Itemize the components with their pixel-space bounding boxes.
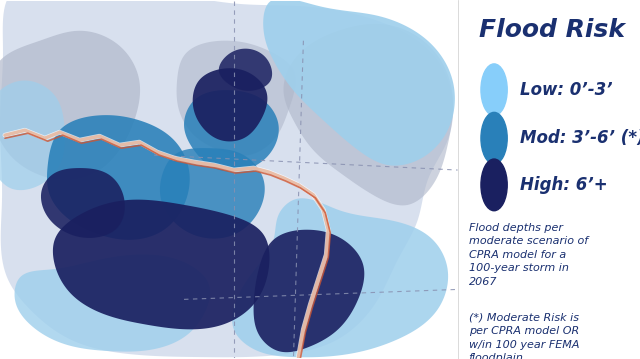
- Polygon shape: [47, 115, 189, 240]
- Polygon shape: [253, 230, 364, 352]
- Text: Flood depths per
moderate scenario of
CPRA model for a
100-year storm in
2067: Flood depths per moderate scenario of CP…: [468, 223, 588, 287]
- Polygon shape: [53, 200, 269, 329]
- Polygon shape: [160, 148, 265, 239]
- Circle shape: [481, 112, 508, 164]
- Polygon shape: [15, 255, 210, 351]
- Text: Low: 0’-3’: Low: 0’-3’: [520, 81, 612, 99]
- Polygon shape: [284, 24, 453, 205]
- Polygon shape: [232, 198, 448, 357]
- Polygon shape: [0, 80, 65, 190]
- Polygon shape: [0, 31, 140, 180]
- Text: Mod: 3’-6’ (*): Mod: 3’-6’ (*): [520, 129, 640, 147]
- Polygon shape: [263, 0, 455, 165]
- Text: (*) Moderate Risk is
per CPRA model OR
w/in 100 year FEMA
floodplain: (*) Moderate Risk is per CPRA model OR w…: [468, 312, 579, 359]
- Circle shape: [481, 64, 508, 116]
- Text: High: 6’+: High: 6’+: [520, 176, 607, 194]
- Polygon shape: [0, 0, 453, 357]
- Polygon shape: [41, 168, 125, 238]
- Polygon shape: [184, 90, 279, 172]
- Polygon shape: [177, 41, 296, 156]
- Circle shape: [481, 159, 508, 211]
- Polygon shape: [193, 68, 268, 141]
- Text: Flood Risk: Flood Risk: [479, 18, 625, 42]
- Polygon shape: [219, 49, 272, 91]
